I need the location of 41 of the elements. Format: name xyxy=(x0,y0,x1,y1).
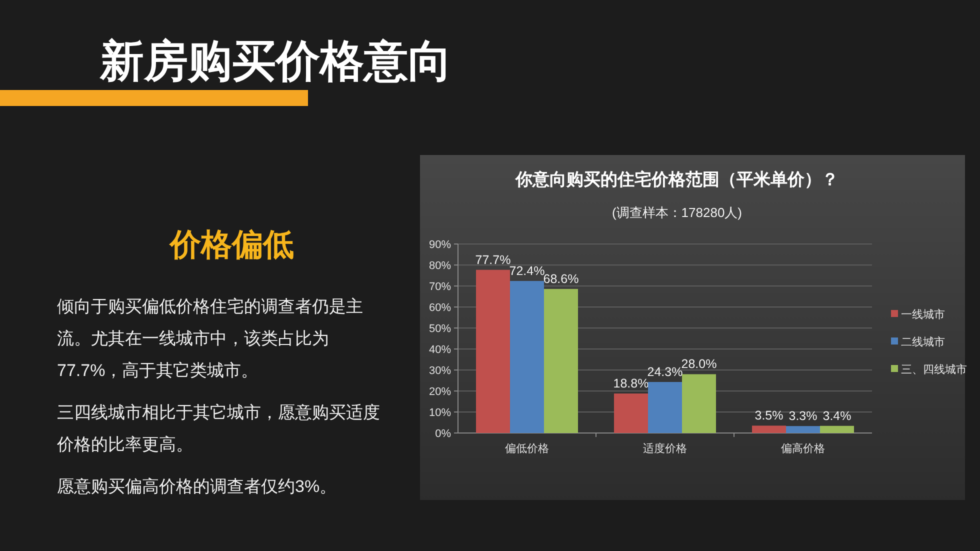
y-tick-label: 60% xyxy=(428,302,452,314)
data-label: 28.0% xyxy=(681,357,717,372)
chart-subtitle: (调查样本：178280人) xyxy=(612,205,742,220)
text: 新房购买价格意向 xyxy=(99,37,452,86)
bar xyxy=(682,374,716,433)
x-tick-label: 偏低价格 xyxy=(505,443,549,455)
text: 价格偏低 xyxy=(168,227,294,262)
x-tick-label: 适度价格 xyxy=(643,442,687,455)
text: 倾向于购买偏低价格住宅的调查者仍是主流。尤其在一线城市中，该类占比为77.7%，高于其它类城市。 xyxy=(57,296,364,382)
bar xyxy=(510,280,544,433)
bar xyxy=(476,270,510,433)
legend-label: 三、四线城市 xyxy=(901,363,967,376)
chart-title: 你意向购买的住宅价格范围（平米单价）？ xyxy=(514,170,838,189)
y-tick-label: 70% xyxy=(428,281,452,293)
bar xyxy=(786,426,820,433)
bar xyxy=(820,426,854,433)
y-tick-label: 80% xyxy=(428,260,452,272)
data-label: 3.4% xyxy=(822,408,852,423)
y-tick-label: 30% xyxy=(428,365,452,377)
data-label: 68.6% xyxy=(543,272,579,286)
data-label: 18.8% xyxy=(613,376,649,391)
bar xyxy=(648,382,682,433)
y-tick-label: 20% xyxy=(428,386,452,398)
bar xyxy=(614,394,648,433)
bar xyxy=(544,288,578,433)
y-tick-label: 10% xyxy=(428,407,452,419)
legend-label: 二线城市 xyxy=(901,336,945,348)
data-label: 3.5% xyxy=(754,408,784,423)
text: 愿意购买偏高价格的调查者仅约3%。 xyxy=(57,476,338,498)
data-label: 3.3% xyxy=(788,409,818,424)
y-tick-label: 50% xyxy=(428,323,452,335)
text: 三四线城市相比于其它城市，愿意购买适度价格的比率更高。 xyxy=(57,402,381,456)
x-tick-label: 偏高价格 xyxy=(781,442,825,455)
y-tick-label: 0% xyxy=(435,428,452,440)
legend-label: 一线城市 xyxy=(901,308,945,321)
data-label: 77.7% xyxy=(475,252,511,267)
data-label: 72.4% xyxy=(509,264,545,278)
y-tick-label: 90% xyxy=(428,239,452,251)
bar xyxy=(752,426,786,433)
y-tick-label: 40% xyxy=(428,344,452,356)
data-label: 24.3% xyxy=(647,364,683,379)
